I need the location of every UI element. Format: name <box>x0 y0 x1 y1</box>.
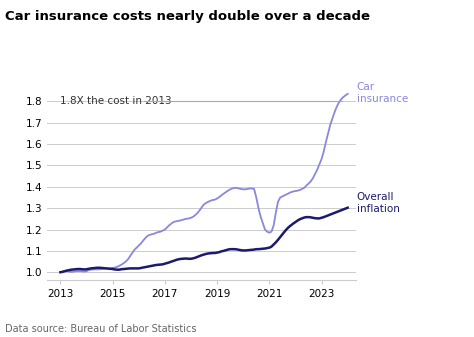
Text: Car
insurance: Car insurance <box>357 82 408 104</box>
Text: 1.8X the cost in 2013: 1.8X the cost in 2013 <box>61 96 172 106</box>
Text: Overall
inflation: Overall inflation <box>357 192 400 214</box>
Text: Data source: Bureau of Labor Statistics: Data source: Bureau of Labor Statistics <box>5 324 196 334</box>
Text: Car insurance costs nearly double over a decade: Car insurance costs nearly double over a… <box>5 10 370 23</box>
